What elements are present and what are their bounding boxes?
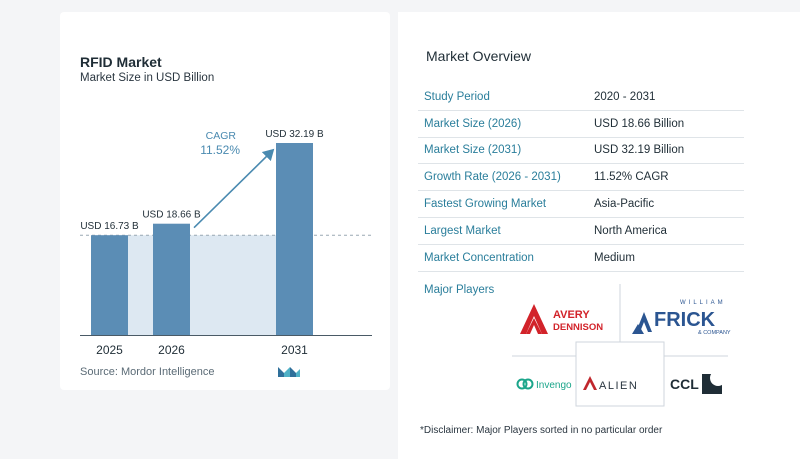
overview-row-key: Market Concentration — [424, 251, 534, 264]
source-name: Mordor Intelligence — [120, 366, 215, 378]
market-overview-panel: Market Overview Study Period 2020 - 2031 M… — [398, 12, 800, 459]
invengo-logo: Invengo — [516, 378, 572, 391]
avery-chevron-icon — [520, 304, 548, 334]
source-label: Source: — [80, 366, 118, 378]
overview-row-value: North America — [594, 224, 667, 237]
bar-2026 — [153, 223, 190, 335]
overview-row: Largest Market North America — [418, 218, 744, 245]
overview-row-value: USD 18.66 Billion — [594, 117, 685, 130]
data-label-2025: USD 16.73 B — [80, 221, 139, 232]
william-frick-logo: WILLIAM FRICK & COMPANY — [632, 300, 731, 336]
ccl-text: CCL — [670, 376, 699, 392]
x-tick-2026: 2026 — [158, 343, 185, 357]
overview-row-value: USD 32.19 Billion — [594, 144, 685, 157]
alien-chevron-icon — [583, 376, 597, 390]
overview-row: Market Size (2026) USD 18.66 Billion — [418, 111, 744, 138]
frick-sub: & COMPANY — [698, 330, 731, 336]
overview-row-key: Market Size (2031) — [424, 144, 522, 157]
ccl-square-icon — [702, 370, 726, 394]
overview-row-key: Market Size (2026) — [424, 117, 522, 130]
overview-row: Market Concentration Medium — [418, 245, 744, 272]
overview-row-key: Study Period — [424, 90, 490, 103]
overview-row-value: Asia-Pacific — [594, 198, 655, 211]
x-tick-2031: 2031 — [281, 343, 308, 357]
frick-top: WILLIAM — [680, 300, 726, 306]
avery-dennison-logo: AVERY DENNISON — [520, 304, 603, 334]
data-label-2031: USD 32.19 B — [265, 129, 324, 140]
overview-title: Market Overview — [426, 48, 532, 64]
overview-table: Study Period 2020 - 2031 Market Size (2026… — [418, 84, 744, 272]
invengo-text: Invengo — [536, 380, 572, 391]
ccl-logo: CCL — [670, 370, 726, 394]
growth-arrow — [193, 148, 275, 229]
cagr-label: CAGR — [206, 130, 237, 142]
avery-line2: DENNISON — [553, 322, 603, 333]
source-note: Source: Mordor Intelligence — [80, 366, 215, 378]
mordor-logo-icon — [278, 367, 300, 377]
bar-chart: USD 16.73 B 2025 USD 18.66 B 2026 USD 32.19 … — [80, 129, 372, 377]
frick-main: FRICK — [654, 309, 716, 331]
x-tick-2025: 2025 — [96, 343, 123, 357]
overview-row-key: Fastest Growing Market — [424, 198, 547, 211]
chart-subtitle: Market Size in USD Billion — [80, 72, 215, 84]
overview-row-key: Growth Rate (2026 - 2031) — [424, 171, 561, 184]
overview-row: Growth Rate (2026 - 2031) 11.52% CAGR — [418, 164, 744, 192]
chart-title: RFID Market — [80, 54, 162, 70]
frick-crest-icon — [632, 312, 652, 334]
overview-row-value: 2020 - 2031 — [594, 90, 656, 103]
cagr-value: 11.52% — [200, 143, 240, 157]
overview-row: Fastest Growing Market Asia-Pacific — [418, 191, 744, 218]
overview-row-value: 11.52% CAGR — [594, 171, 669, 184]
alien-text: ALIEN — [599, 380, 638, 392]
major-players-title: Major Players — [424, 284, 495, 296]
invengo-mark-icon — [516, 378, 534, 390]
overview-row: Study Period 2020 - 2031 — [418, 84, 744, 111]
chart-card: USD 16.73 B 2025 USD 18.66 B 2026 USD 32.19 … — [60, 12, 390, 390]
overview-row: Market Size (2031) USD 32.19 Billion — [418, 138, 744, 165]
disclaimer: *Disclaimer: Major Players sorted in no … — [420, 425, 663, 436]
overview-row-key: Largest Market — [424, 224, 501, 237]
bar-2025 — [91, 235, 128, 335]
data-label-2026: USD 18.66 B — [142, 210, 201, 221]
overview-row-value: Medium — [594, 251, 635, 264]
avery-line1: AVERY — [553, 309, 590, 321]
alien-logo: ALIEN — [583, 376, 638, 392]
major-players-logos: AVERY DENNISON WILLIAM FRICK & COMPANY I… — [512, 284, 731, 407]
bar-2031 — [276, 143, 313, 335]
